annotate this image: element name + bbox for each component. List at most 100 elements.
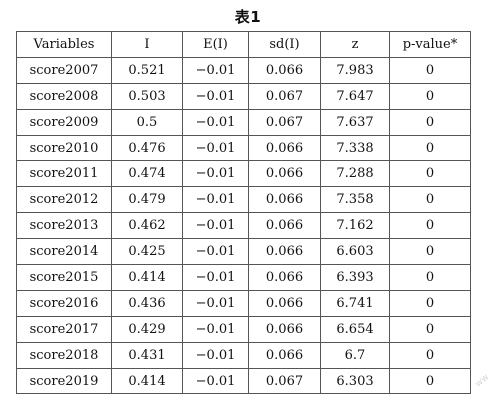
cell-z: 7.647	[320, 82, 390, 110]
cell-z: 6.303	[320, 367, 390, 395]
cell-z: 7.288	[320, 160, 390, 188]
cell-p-value: 0	[389, 212, 471, 240]
cell-i: 0.521	[111, 56, 183, 84]
table-row: score2007 0.521 −0.01 0.066 7.983 0	[16, 56, 471, 84]
header-row: Variables I E(I) sd(I) z p-value*	[16, 31, 471, 58]
cell-variable: score2010	[16, 134, 112, 162]
column-header-p-value: p-value*	[389, 31, 471, 58]
cell-ei: −0.01	[182, 56, 249, 84]
cell-i: 0.436	[111, 289, 183, 317]
cell-i: 0.414	[111, 367, 183, 395]
cell-z: 7.983	[320, 56, 390, 84]
table-title: 表1	[234, 8, 262, 26]
cell-ei: −0.01	[182, 108, 249, 136]
cell-z: 6.393	[320, 264, 390, 291]
cell-ei: −0.01	[182, 289, 249, 317]
cell-i: 0.431	[111, 341, 183, 369]
cell-ei: −0.01	[182, 186, 249, 214]
cell-z: 7.358	[320, 186, 390, 214]
cell-ei: −0.01	[182, 264, 249, 291]
statistics-table: Variables I E(I) sd(I) z p-value* score2…	[16, 31, 471, 395]
cell-sd: 0.066	[248, 186, 321, 214]
table-row: score2017 0.429 −0.01 0.066 6.654 0	[16, 315, 471, 343]
table-row: score2018 0.431 −0.01 0.066 6.7 0	[16, 341, 471, 369]
cell-variable: score2014	[16, 238, 112, 266]
cell-z: 6.741	[320, 289, 390, 317]
column-header-i: I	[111, 31, 183, 58]
cell-sd: 0.066	[248, 160, 321, 188]
cell-i: 0.462	[111, 212, 183, 240]
cell-variable: score2007	[16, 56, 112, 84]
cell-sd: 0.067	[248, 82, 321, 110]
cell-i: 0.503	[111, 82, 183, 110]
cell-variable: score2011	[16, 160, 112, 188]
cell-variable: score2019	[16, 367, 112, 395]
cell-p-value: 0	[389, 238, 471, 266]
cell-p-value: 0	[389, 82, 471, 110]
cell-sd: 0.066	[248, 264, 321, 291]
cell-p-value: 0	[389, 264, 471, 291]
table-row: score2011 0.474 −0.01 0.066 7.288 0	[16, 160, 471, 188]
table-row: score2010 0.476 −0.01 0.066 7.338 0	[16, 134, 471, 162]
cell-sd: 0.067	[248, 108, 321, 136]
cell-ei: −0.01	[182, 160, 249, 188]
watermark: ww	[473, 372, 492, 390]
cell-p-value: 0	[389, 289, 471, 317]
table-row: score2012 0.479 −0.01 0.066 7.358 0	[16, 186, 471, 214]
cell-p-value: 0	[389, 160, 471, 188]
cell-i: 0.5	[111, 108, 183, 136]
cell-p-value: 0	[389, 56, 471, 84]
cell-ei: −0.01	[182, 212, 249, 240]
cell-p-value: 0	[389, 108, 471, 136]
cell-p-value: 0	[389, 367, 471, 395]
cell-variable: score2015	[16, 264, 112, 291]
cell-p-value: 0	[389, 341, 471, 369]
table-body: score2007 0.521 −0.01 0.066 7.983 0 score2008 0…	[16, 56, 471, 395]
cell-i: 0.476	[111, 134, 183, 162]
cell-sd: 0.066	[248, 134, 321, 162]
cell-ei: −0.01	[182, 341, 249, 369]
table-row: score2019 0.414 −0.01 0.067 6.303 0	[16, 367, 471, 395]
column-header-z: z	[320, 31, 390, 58]
column-header-sd: sd(I)	[248, 31, 321, 58]
cell-ei: −0.01	[182, 367, 249, 395]
cell-i: 0.414	[111, 264, 183, 291]
column-header-variables: Variables	[16, 31, 112, 58]
cell-z: 6.603	[320, 238, 390, 266]
table-row: score2009 0.5 −0.01 0.067 7.637 0	[16, 108, 471, 136]
cell-sd: 0.066	[248, 212, 321, 240]
cell-variable: score2009	[16, 108, 112, 136]
cell-sd: 0.066	[248, 289, 321, 317]
cell-i: 0.425	[111, 238, 183, 266]
table-row: score2013 0.462 −0.01 0.066 7.162 0	[16, 212, 471, 240]
cell-sd: 0.066	[248, 315, 321, 343]
cell-variable: score2016	[16, 289, 112, 317]
cell-i: 0.429	[111, 315, 183, 343]
cell-variable: score2008	[16, 82, 112, 110]
cell-variable: score2012	[16, 186, 112, 214]
table-row: score2016 0.436 −0.01 0.066 6.741 0	[16, 289, 471, 317]
table-row: score2014 0.425 −0.01 0.066 6.603 0	[16, 238, 471, 266]
table-row: score2015 0.414 −0.01 0.066 6.393 0	[16, 264, 471, 291]
cell-ei: −0.01	[182, 82, 249, 110]
cell-p-value: 0	[389, 315, 471, 343]
table-header: Variables I E(I) sd(I) z p-value*	[16, 31, 471, 58]
cell-ei: −0.01	[182, 315, 249, 343]
cell-z: 6.7	[320, 341, 390, 369]
cell-sd: 0.067	[248, 367, 321, 395]
cell-variable: score2018	[16, 341, 112, 369]
cell-i: 0.479	[111, 186, 183, 214]
cell-z: 6.654	[320, 315, 390, 343]
cell-sd: 0.066	[248, 56, 321, 84]
cell-z: 7.338	[320, 134, 390, 162]
table-row: score2008 0.503 −0.01 0.067 7.647 0	[16, 82, 471, 110]
cell-ei: −0.01	[182, 134, 249, 162]
cell-ei: −0.01	[182, 238, 249, 266]
cell-p-value: 0	[389, 186, 471, 214]
cell-variable: score2013	[16, 212, 112, 240]
cell-i: 0.474	[111, 160, 183, 188]
cell-z: 7.637	[320, 108, 390, 136]
cell-z: 7.162	[320, 212, 390, 240]
cell-sd: 0.066	[248, 238, 321, 266]
cell-variable: score2017	[16, 315, 112, 343]
